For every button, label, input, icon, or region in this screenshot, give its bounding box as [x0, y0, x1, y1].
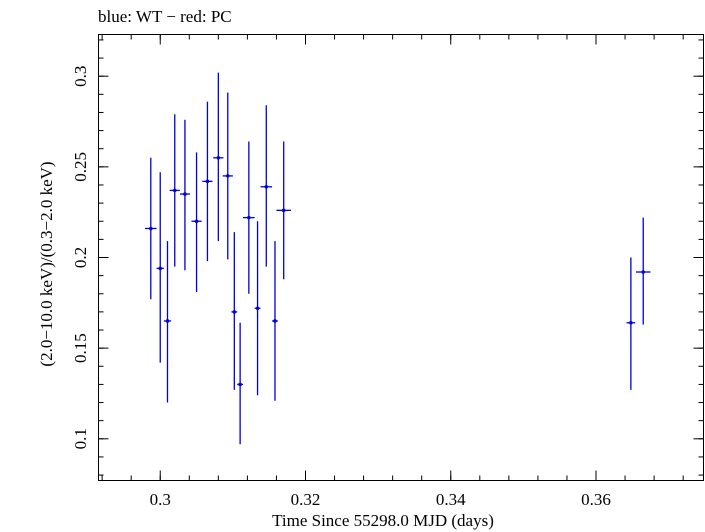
point-marker [216, 155, 221, 160]
plot-frame [98, 34, 704, 481]
data-point [272, 241, 278, 401]
x-tick-label: 0.32 [291, 490, 321, 509]
data-point [276, 141, 291, 280]
y-tick-label: 0.15 [71, 333, 90, 363]
point-marker [225, 174, 230, 178]
y-tick-label: 0.25 [71, 152, 90, 182]
data-point [231, 232, 238, 390]
data-point [254, 221, 261, 396]
x-axis-ticks: 0.3 0.32 0.34 0.36 [101, 34, 684, 509]
data-point [169, 114, 180, 267]
y-tick-label: 0.1 [71, 428, 90, 449]
data-point [179, 119, 191, 271]
data-point [237, 322, 244, 445]
point-marker [273, 319, 277, 323]
point-marker [629, 320, 633, 325]
y-tick-label: 0.2 [71, 247, 90, 268]
data-point [163, 241, 172, 403]
point-marker [205, 179, 210, 184]
data-point [222, 92, 233, 260]
point-marker [183, 192, 187, 196]
data-point [260, 105, 273, 267]
point-marker [148, 226, 153, 231]
point-marker [172, 188, 177, 193]
y-tick-label: 0.3 [71, 66, 90, 87]
point-marker [232, 310, 237, 314]
data-point [144, 157, 157, 300]
y-axis-ticks: 0.1 0.15 0.2 0.25 0.3 [71, 39, 704, 476]
data-point [202, 101, 213, 262]
x-tick-label: 0.34 [436, 490, 466, 509]
data-point [213, 72, 224, 242]
point-marker [247, 215, 251, 220]
point-marker [255, 306, 260, 311]
chart-title: blue: WT − red: PC [98, 7, 232, 26]
point-marker [264, 184, 269, 189]
point-marker [158, 266, 163, 271]
data-point [635, 217, 651, 325]
data-points [144, 72, 651, 445]
x-tick-label: 0.36 [581, 490, 611, 509]
data-point [243, 141, 255, 294]
data-point [191, 152, 202, 292]
x-axis-label: Time Since 55298.0 MJD (days) [272, 511, 494, 530]
x-tick-label: 0.3 [150, 490, 171, 509]
data-point [156, 172, 164, 363]
data-point [626, 257, 636, 390]
point-marker [165, 319, 170, 323]
point-marker [641, 270, 646, 274]
point-marker [281, 208, 286, 213]
point-marker [194, 219, 199, 224]
y-axis-label: (2.0−10.0 keV)/(0.3−2.0 keV) [37, 161, 56, 366]
point-marker [238, 382, 242, 387]
